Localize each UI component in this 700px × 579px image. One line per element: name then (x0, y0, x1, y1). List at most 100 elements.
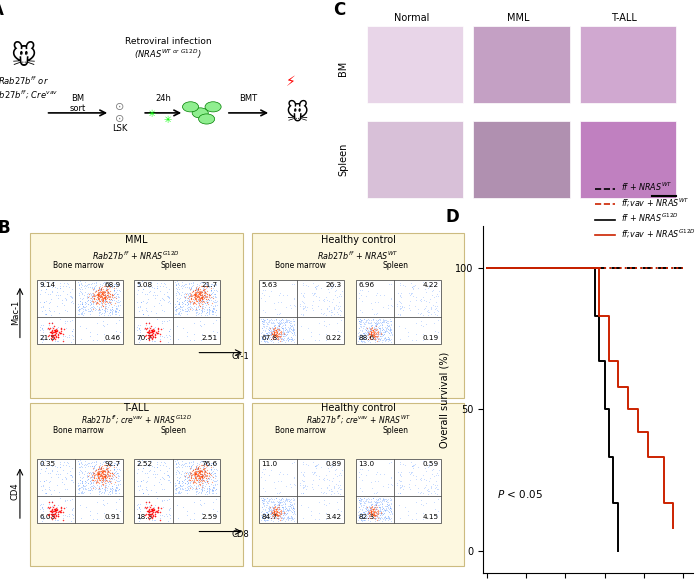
Point (322, 303, 333, 313)
Point (272, 327, 283, 336)
Point (306, 506, 317, 515)
Point (354, 332, 365, 342)
Point (380, 504, 391, 514)
Point (273, 494, 284, 504)
Point (206, 464, 217, 474)
Point (95, 291, 106, 301)
Point (146, 456, 157, 466)
Point (180, 299, 191, 309)
Point (418, 474, 429, 483)
Point (194, 295, 205, 304)
Point (201, 283, 212, 292)
Point (95, 469, 106, 478)
Point (321, 471, 332, 480)
Point (197, 296, 208, 306)
Point (74, 280, 85, 289)
Point (258, 318, 270, 327)
Point (370, 291, 382, 300)
Point (57, 515, 69, 524)
Point (188, 280, 199, 290)
Point (395, 477, 407, 486)
Point (370, 511, 381, 521)
Point (357, 329, 368, 338)
Point (192, 291, 203, 301)
Point (197, 476, 208, 485)
Point (155, 278, 167, 288)
Point (202, 279, 213, 288)
Point (430, 470, 442, 479)
Point (197, 285, 209, 294)
Point (184, 482, 195, 491)
Point (51, 301, 62, 310)
Point (78, 460, 89, 470)
Point (385, 516, 396, 525)
Point (365, 503, 377, 512)
Point (335, 305, 346, 314)
Point (272, 511, 284, 521)
Point (419, 285, 430, 294)
Point (274, 334, 286, 343)
Text: 26.3: 26.3 (326, 283, 342, 288)
Point (266, 334, 277, 343)
Point (257, 316, 268, 325)
Point (60, 474, 71, 483)
Point (149, 329, 160, 338)
Point (108, 292, 120, 301)
Point (384, 316, 395, 325)
Point (59, 324, 70, 334)
Point (276, 500, 288, 510)
Point (276, 314, 288, 324)
Point (296, 475, 307, 485)
Point (66, 327, 78, 336)
Point (377, 316, 388, 325)
Point (258, 470, 270, 479)
FancyBboxPatch shape (134, 459, 220, 523)
Point (258, 316, 270, 325)
Point (284, 323, 295, 332)
Point (36, 503, 48, 512)
Text: Spleen: Spleen (382, 261, 408, 270)
Text: $Rab27b^{ff}$ + $NRAS^{G12D}$: $Rab27b^{ff}$ + $NRAS^{G12D}$ (92, 249, 180, 262)
Point (93, 478, 104, 488)
Point (372, 334, 384, 343)
Point (156, 511, 167, 520)
Point (179, 468, 190, 478)
Point (99, 471, 111, 480)
Point (88, 291, 99, 300)
Point (180, 295, 191, 304)
Point (407, 283, 419, 292)
Point (186, 279, 197, 288)
Point (414, 310, 426, 319)
Point (151, 462, 162, 471)
Point (76, 298, 88, 307)
Point (317, 475, 328, 484)
Point (354, 314, 365, 324)
Point (181, 290, 192, 299)
Point (155, 300, 167, 309)
Point (190, 306, 202, 315)
Point (279, 500, 290, 509)
Point (273, 510, 284, 519)
Point (181, 486, 192, 495)
Point (362, 326, 373, 335)
Point (95, 284, 106, 293)
Point (65, 476, 76, 485)
Point (355, 291, 366, 300)
Point (66, 293, 78, 302)
Point (369, 328, 380, 338)
Point (191, 308, 202, 317)
Point (163, 471, 174, 480)
Point (160, 510, 172, 519)
Point (207, 462, 218, 471)
Point (146, 504, 158, 514)
Text: MML: MML (507, 13, 529, 23)
Point (206, 288, 218, 297)
Point (374, 503, 385, 512)
Point (332, 483, 344, 493)
Point (135, 499, 146, 508)
Point (369, 507, 380, 516)
Point (156, 316, 167, 325)
Point (385, 504, 396, 513)
Point (288, 334, 300, 343)
Point (360, 504, 372, 513)
